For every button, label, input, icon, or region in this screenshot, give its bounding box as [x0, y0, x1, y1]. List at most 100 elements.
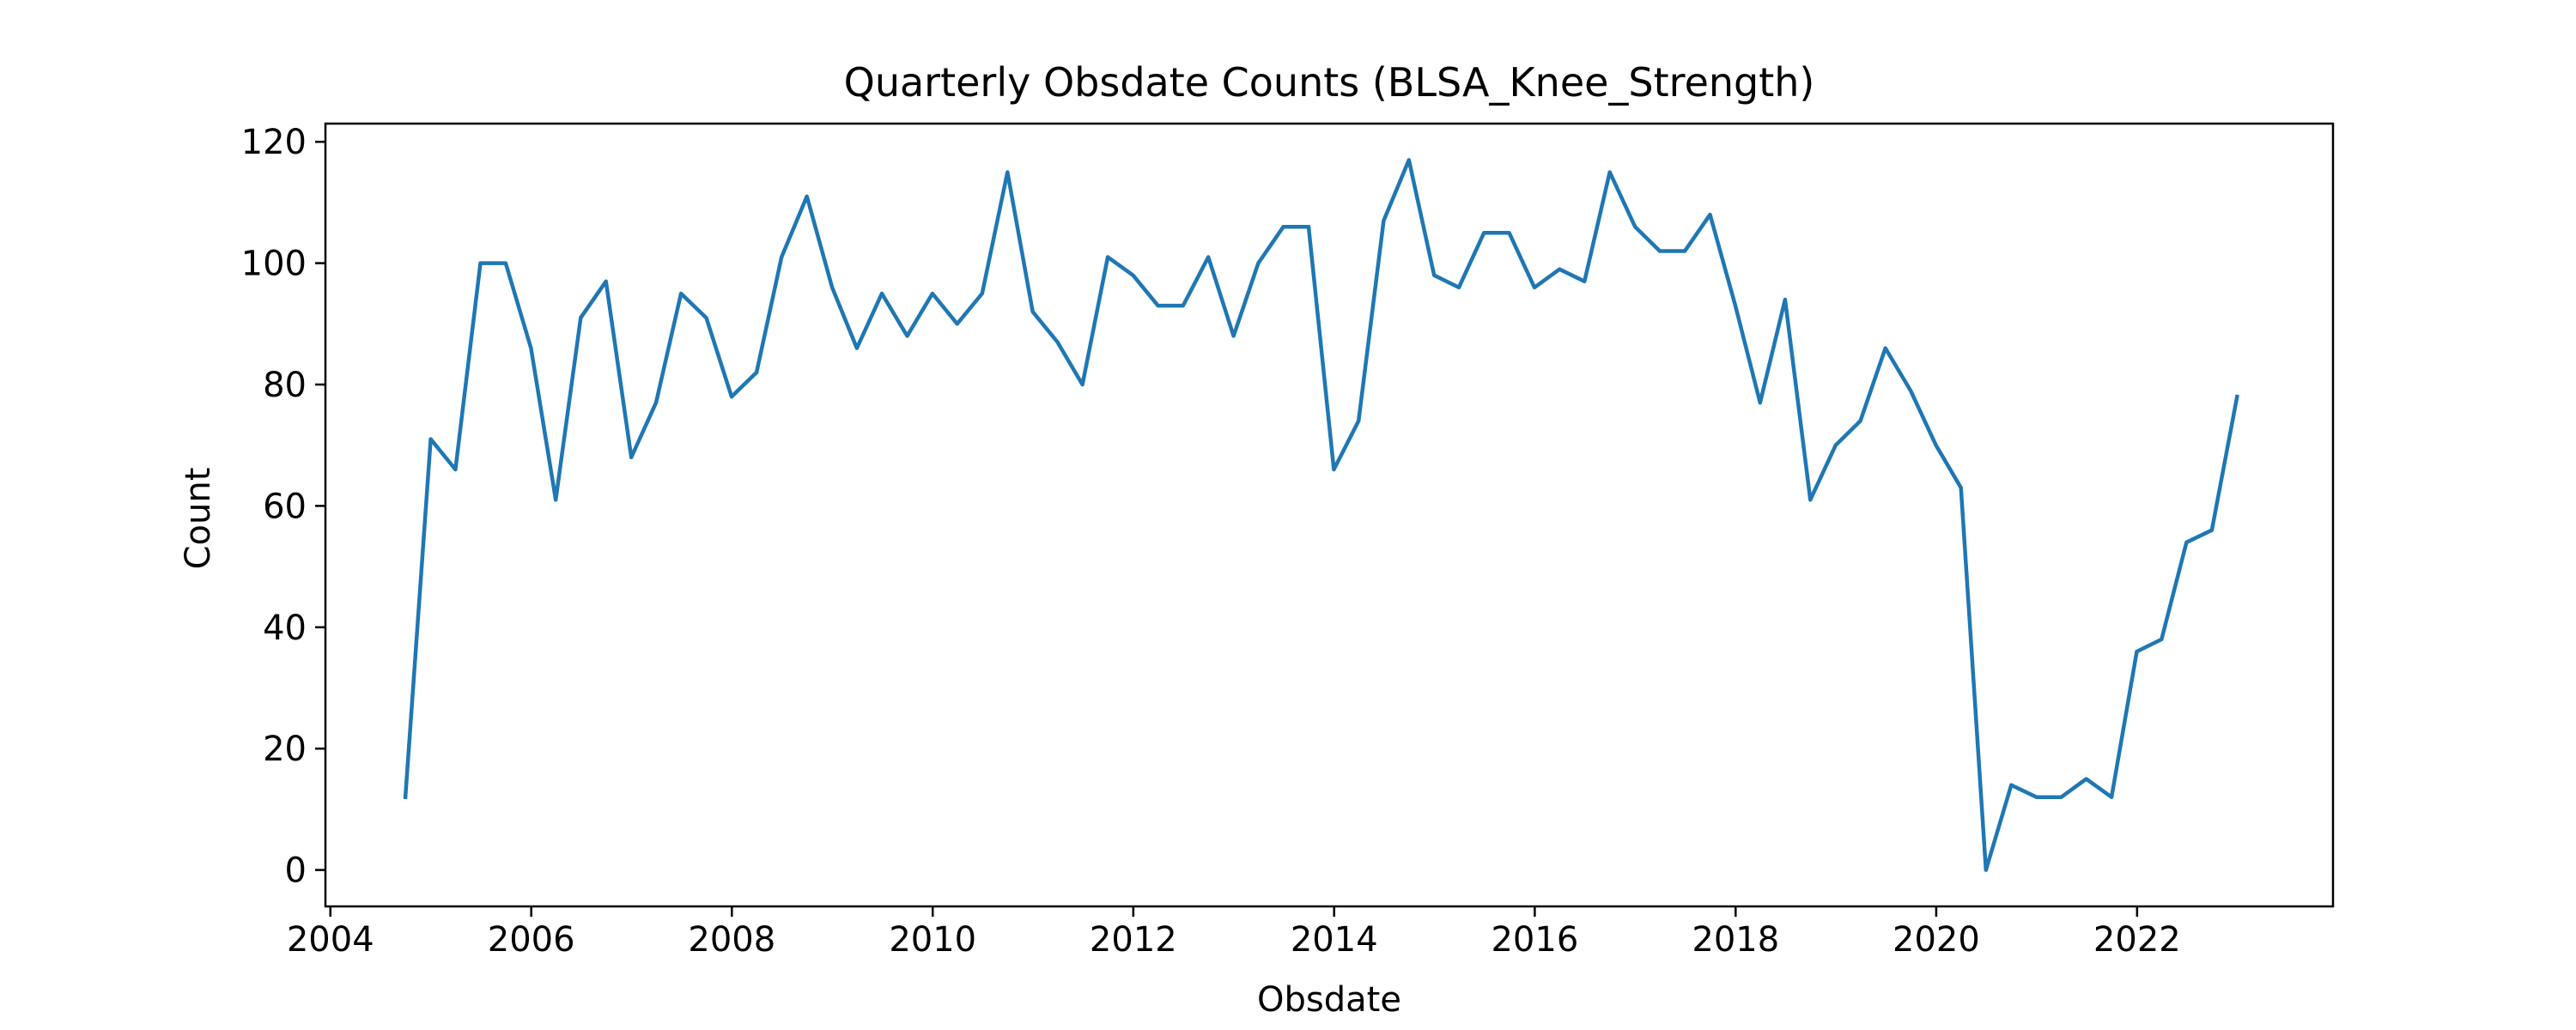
- y-tick-label: 100: [241, 245, 307, 284]
- data-point: [1633, 225, 1637, 229]
- data-point: [1657, 249, 1662, 253]
- data-point: [1583, 279, 1587, 283]
- data-point: [1256, 261, 1261, 265]
- data-point: [905, 334, 909, 338]
- data-point: [653, 401, 658, 405]
- data-point: [755, 370, 759, 374]
- x-tick-label: 2018: [1692, 920, 1779, 960]
- y-tick-label: 80: [263, 366, 307, 405]
- data-point: [1533, 285, 1537, 289]
- data-point: [1883, 346, 1887, 350]
- data-point: [428, 437, 433, 441]
- x-tick-label: 2004: [287, 920, 374, 960]
- y-tick-label: 60: [263, 487, 307, 526]
- plot-area: [403, 158, 2239, 872]
- data-point: [579, 316, 583, 320]
- y-axis-label: Count: [179, 468, 218, 570]
- data-point: [1708, 213, 1712, 217]
- data-point: [1758, 401, 1762, 405]
- data-point: [478, 261, 483, 265]
- data-point: [1055, 340, 1060, 344]
- x-tick-label: 2006: [488, 920, 575, 960]
- data-point: [1357, 419, 1361, 423]
- data-point: [2209, 528, 2214, 532]
- data-point: [880, 291, 884, 295]
- data-point: [854, 346, 859, 350]
- data-point: [1382, 219, 1386, 223]
- data-point: [704, 316, 708, 320]
- data-point: [1833, 443, 1838, 447]
- data-point: [1156, 304, 1160, 308]
- chart-title: Quarterly Obsdate Counts (BLSA_Knee_Stre…: [844, 59, 1815, 106]
- data-point: [2009, 783, 2014, 787]
- data-point: [729, 395, 733, 399]
- data-point: [1909, 389, 1913, 393]
- y-tick-label: 120: [241, 123, 307, 162]
- x-tick-label: 2010: [889, 920, 976, 960]
- x-axis: 2004 2006 2008 2010 2012 2014 2016 2018 2020 2022: [287, 906, 2181, 960]
- data-point: [1206, 255, 1211, 259]
- y-axis: 0 20 40 60 80 100 120: [241, 123, 325, 891]
- data-point: [955, 322, 959, 326]
- x-axis-label: Obsdate: [1257, 980, 1401, 1020]
- data-point: [1106, 255, 1110, 259]
- data-point: [1131, 273, 1135, 277]
- data-point: [1406, 158, 1411, 162]
- data-point: [529, 346, 533, 350]
- x-tick-label: 2008: [688, 920, 775, 960]
- data-point: [453, 467, 458, 471]
- data-point: [1733, 304, 1737, 308]
- data-point: [2084, 777, 2088, 781]
- series-line: [403, 158, 2239, 872]
- data-point: [830, 285, 835, 289]
- data-point: [1558, 267, 1562, 271]
- data-point: [2184, 540, 2189, 544]
- data-point: [1005, 170, 1010, 174]
- y-tick-label: 40: [263, 609, 307, 648]
- data-point: [2235, 395, 2239, 399]
- data-point: [1808, 498, 1813, 502]
- data-point: [2110, 795, 2114, 799]
- x-tick-label: 2020: [1893, 920, 1980, 960]
- data-point: [1080, 383, 1084, 386]
- data-point: [980, 291, 984, 295]
- data-point: [805, 194, 809, 198]
- x-tick-label: 2022: [2093, 920, 2181, 960]
- data-point: [503, 261, 507, 265]
- x-tick-label: 2012: [1090, 920, 1177, 960]
- data-point: [1281, 225, 1285, 229]
- data-point: [1507, 231, 1511, 235]
- data-point: [1984, 868, 1988, 872]
- data-point: [1332, 467, 1336, 471]
- data-point: [1030, 310, 1035, 314]
- data-point: [1683, 249, 1687, 253]
- plot-frame: [324, 122, 2335, 908]
- data-point: [1181, 304, 1185, 308]
- data-point: [2034, 795, 2038, 799]
- data-point: [1607, 170, 1612, 174]
- x-tick-label: 2016: [1491, 920, 1578, 960]
- data-point: [629, 455, 634, 459]
- data-point: [1934, 443, 1938, 447]
- data-point: [1432, 273, 1437, 277]
- data-point: [404, 795, 408, 799]
- data-point: [2135, 650, 2139, 654]
- data-point: [930, 291, 934, 295]
- data-point: [604, 279, 608, 283]
- data-point: [780, 255, 784, 259]
- data-point: [554, 498, 558, 502]
- data-point: [2059, 795, 2063, 799]
- x-tick-label: 2014: [1291, 920, 1378, 960]
- data-point: [1306, 225, 1310, 229]
- data-point: [1783, 298, 1787, 302]
- data-point: [1457, 285, 1461, 289]
- data-point: [1231, 334, 1236, 338]
- data-point: [1482, 231, 1486, 235]
- data-point: [2160, 637, 2164, 641]
- data-point: [1959, 486, 1963, 490]
- data-point: [679, 291, 683, 295]
- data-point: [1858, 419, 1862, 423]
- y-tick-label: 0: [285, 851, 307, 891]
- y-tick-label: 20: [263, 730, 307, 769]
